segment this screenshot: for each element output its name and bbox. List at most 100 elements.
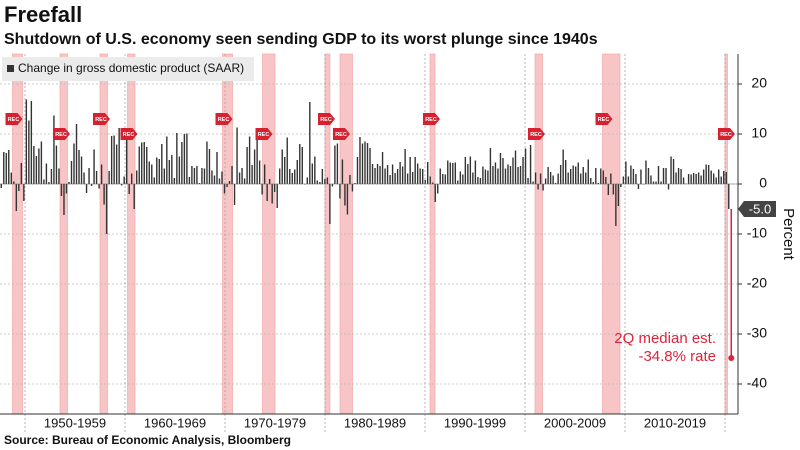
bar (213, 175, 216, 184)
bar (386, 165, 389, 184)
bar (241, 168, 243, 184)
bar (514, 150, 517, 184)
bar (467, 164, 469, 184)
bar (590, 178, 592, 184)
bar (411, 172, 414, 184)
bar (381, 152, 384, 184)
bar (228, 181, 231, 184)
source: Source: Bureau of Economic Analysis, Blo… (4, 433, 291, 447)
bar (399, 162, 401, 184)
bar (539, 173, 542, 184)
bar (311, 163, 314, 184)
bar (253, 149, 256, 184)
bar (178, 156, 181, 184)
bar (464, 157, 467, 184)
bar (655, 181, 657, 184)
bar (409, 157, 411, 184)
bar (151, 164, 153, 184)
bar (188, 177, 191, 184)
marker-shape (5, 113, 23, 125)
bar (597, 183, 599, 184)
bar (509, 166, 512, 184)
bar (326, 177, 329, 184)
bar (404, 149, 406, 184)
bar (562, 149, 564, 184)
y-tick-label: -30 (747, 325, 767, 341)
bar (35, 156, 38, 184)
bar (622, 176, 625, 184)
bar (146, 147, 148, 184)
recession-marker: REC (333, 128, 350, 140)
bar (559, 165, 562, 184)
bar (554, 183, 557, 184)
bar (13, 181, 15, 184)
bar (0, 184, 2, 188)
bar (45, 163, 48, 184)
bar (512, 157, 514, 184)
bar (497, 168, 499, 184)
bar (191, 166, 193, 184)
bar (221, 171, 223, 184)
bar (314, 156, 316, 184)
bar (547, 167, 549, 184)
bar (50, 169, 53, 184)
bar (83, 172, 85, 184)
legend-swatch (7, 65, 14, 72)
bar (577, 162, 579, 184)
bar (544, 178, 547, 184)
bar (181, 142, 183, 184)
bar (725, 172, 727, 184)
bar (484, 169, 487, 184)
bar (697, 172, 700, 184)
bar (316, 180, 319, 184)
bar (186, 133, 188, 184)
x-tick-label: 1990-1999 (444, 415, 506, 430)
bar (356, 157, 359, 184)
marker-shape (93, 113, 110, 125)
bar (203, 168, 206, 184)
bar (524, 148, 527, 184)
bar (532, 181, 534, 184)
bar (519, 166, 522, 184)
bar (707, 165, 710, 184)
bar (439, 168, 441, 184)
bar (163, 168, 166, 184)
bar (620, 184, 622, 187)
bar (158, 159, 160, 184)
bar (406, 173, 409, 184)
bar (567, 172, 569, 184)
bar (610, 173, 612, 184)
bar (266, 184, 268, 201)
annotation: -34.8% rate (638, 348, 716, 365)
bar (607, 184, 610, 195)
bar (10, 172, 12, 184)
chart-title: Freefall (4, 2, 82, 27)
bar (361, 143, 364, 184)
bar (507, 164, 509, 184)
bar (251, 165, 253, 184)
bar (349, 175, 351, 184)
bar (502, 158, 504, 184)
bar (477, 177, 479, 184)
marker-shape (53, 128, 70, 140)
bar (702, 169, 705, 184)
marker-label: REC (720, 132, 732, 138)
recession-marker: REC (5, 113, 23, 125)
bar (432, 182, 434, 184)
bar (206, 141, 208, 184)
bar (329, 184, 331, 224)
bar (40, 141, 43, 184)
bar (208, 149, 211, 184)
bar (529, 145, 532, 184)
x-tick-label: 1980-1989 (344, 415, 406, 430)
bar (670, 156, 672, 184)
bar (625, 161, 627, 184)
marker-label: REC (218, 117, 230, 123)
bar (705, 164, 707, 184)
bar (143, 142, 145, 184)
bar (78, 150, 80, 184)
bar (645, 160, 647, 184)
bar (379, 166, 381, 184)
marker-label: REC (598, 117, 610, 123)
bar (95, 171, 98, 184)
